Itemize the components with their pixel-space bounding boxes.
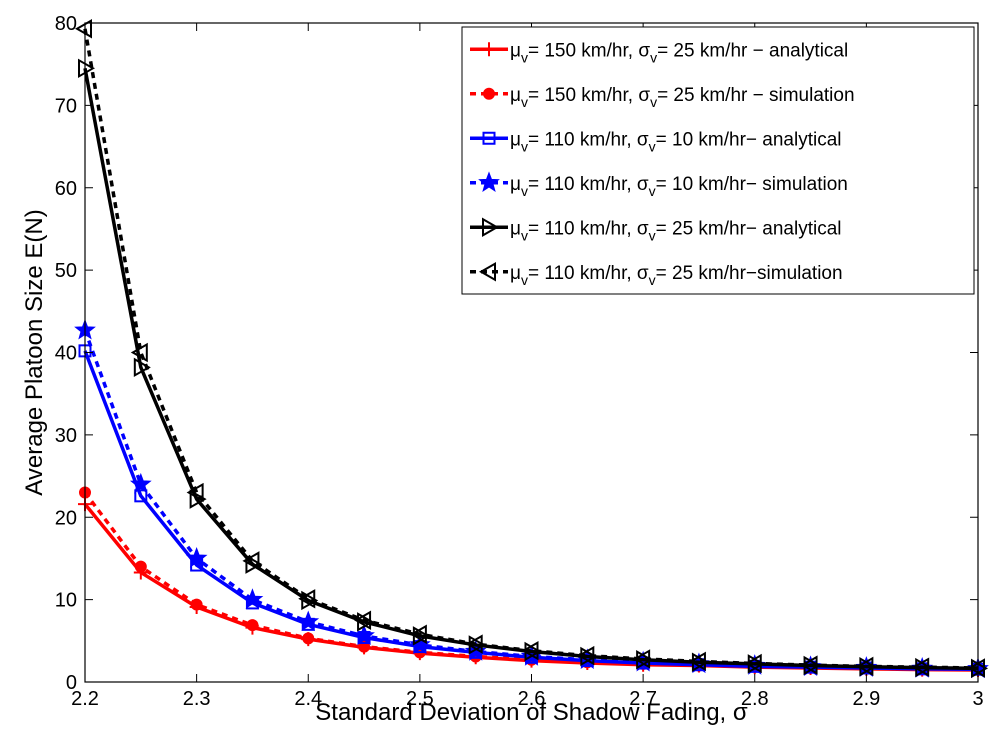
data-point xyxy=(744,653,762,674)
legend-entry: μv= 150 km/hr, σv= 25 km/hr − simulation xyxy=(470,85,855,110)
axes-layer: 2.2 2.3 2.4 2.5 2.6 2.7 2.8 2.9 3010203040506070… xyxy=(55,13,984,710)
data-point xyxy=(298,589,316,609)
legend-label: μv= 150 km/hr, σv= 25 km/hr − analytical xyxy=(510,40,848,65)
data-point xyxy=(78,58,96,79)
data-point xyxy=(190,598,203,611)
data-point xyxy=(409,624,427,644)
data-point xyxy=(688,651,706,672)
data-point xyxy=(482,217,500,237)
legend-entry: μv= 110 km/hr, σv= 25 km/hr− analytical xyxy=(470,217,842,243)
data-point xyxy=(245,554,263,574)
data-point xyxy=(478,262,496,282)
data-point xyxy=(134,489,148,503)
legend-label: μv= 110 km/hr, σv= 10 km/hr− simulation xyxy=(510,174,848,199)
x-tick-label: 3 xyxy=(972,688,983,710)
data-point xyxy=(912,657,930,677)
data-point xyxy=(302,632,315,645)
data-point xyxy=(800,655,818,675)
data-point xyxy=(478,171,500,192)
data-point xyxy=(483,87,495,100)
x-tick-label: 2.4 xyxy=(294,688,322,710)
data-point xyxy=(189,489,207,509)
data-point xyxy=(633,649,651,669)
legend-label: μv= 110 km/hr, σv= 25 km/hr−simulation xyxy=(510,263,843,288)
data-point xyxy=(409,633,431,655)
legend-box xyxy=(461,26,975,295)
x-tick-label: 2.3 xyxy=(183,688,211,710)
legend-label: μv= 150 km/hr, σv= 25 km/hr − simulation xyxy=(510,85,855,110)
data-point xyxy=(185,547,208,568)
legend-entry: μv= 150 km/hr, σv= 25 km/hr − analytical xyxy=(470,40,848,65)
data-point xyxy=(967,658,985,678)
data-point xyxy=(134,560,147,573)
data-point xyxy=(521,640,539,661)
data-point xyxy=(354,610,372,630)
data-point xyxy=(297,610,320,632)
y-tick-label: 0 xyxy=(66,672,77,694)
data-point xyxy=(130,342,148,363)
data-point xyxy=(241,588,264,609)
data-point xyxy=(186,482,204,503)
y-axis-label: Average Platoon Size E(N) xyxy=(21,209,48,495)
x-tick-label: 2.8 xyxy=(741,688,769,710)
y-tick-label: 70 xyxy=(55,95,77,117)
data-point xyxy=(856,656,874,677)
series-line xyxy=(83,491,979,672)
x-axis-label: Standard Deviation of Shadow Fading, σ xyxy=(315,699,748,726)
legend-entry: μv= 110 km/hr, σv= 10 km/hr− simulation xyxy=(470,171,848,199)
data-point xyxy=(74,19,92,39)
y-tick-label: 10 xyxy=(55,590,77,612)
legend-label: μv= 110 km/hr, σv= 10 km/hr− analytical xyxy=(510,129,842,154)
data-point xyxy=(133,357,151,378)
data-point xyxy=(353,624,375,646)
data-point xyxy=(482,42,496,57)
data-point xyxy=(129,472,152,494)
legend-label: μv= 110 km/hr, σv= 25 km/hr− analytical xyxy=(510,218,842,243)
y-tick-label: 60 xyxy=(55,178,77,200)
x-tick-label: 2.7 xyxy=(629,688,657,710)
data-point xyxy=(577,645,595,666)
legend: μv= 150 km/hr, σv= 25 km/hr − analytical… xyxy=(461,26,975,295)
series-line xyxy=(83,329,979,671)
y-tick-label: 80 xyxy=(55,13,77,35)
series-6 xyxy=(74,19,985,678)
x-tick-label: 2.5 xyxy=(406,688,434,710)
x-tick-label: 2.2 xyxy=(71,688,99,710)
y-tick-label: 30 xyxy=(55,425,77,447)
data-point xyxy=(242,551,260,571)
data-point xyxy=(482,131,496,145)
data-point xyxy=(246,619,259,632)
series-line xyxy=(83,67,979,671)
legend-entry: μv= 110 km/hr, σv= 10 km/hr− analytical xyxy=(470,129,842,154)
legend-entry: μv= 110 km/hr, σv= 25 km/hr−simulation xyxy=(470,262,843,288)
y-tick-label: 40 xyxy=(55,343,77,365)
data-point xyxy=(465,634,483,654)
series-layer xyxy=(74,19,989,679)
x-tick-label: 2.6 xyxy=(518,688,546,710)
y-tick-label: 50 xyxy=(55,260,77,282)
y-tick-label: 20 xyxy=(55,507,77,529)
x-tick-label: 2.9 xyxy=(852,688,880,710)
